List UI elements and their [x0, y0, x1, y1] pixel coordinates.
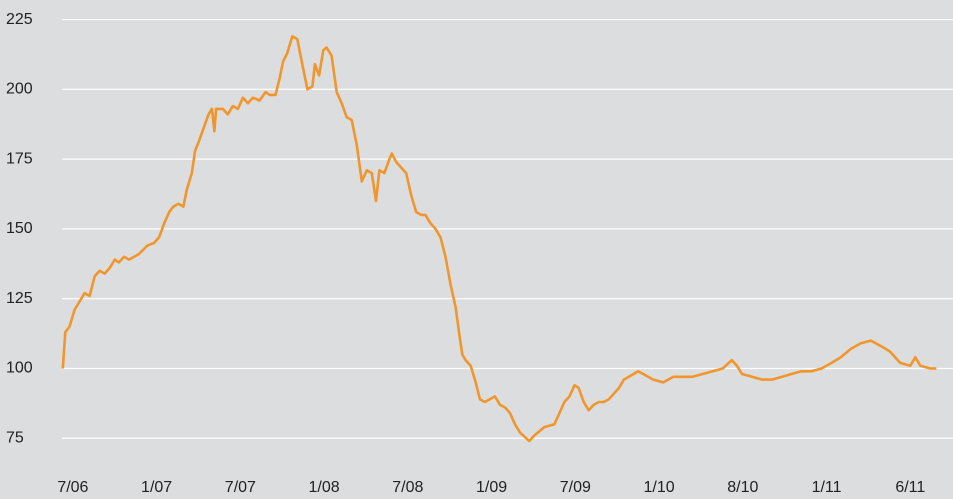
x-tick-label: 7/08: [392, 479, 423, 496]
x-tick-label: 7/09: [560, 479, 591, 496]
y-tick-label: 125: [6, 290, 33, 307]
x-tick-label: 8/10: [727, 479, 758, 496]
x-tick-label: 1/10: [644, 479, 675, 496]
y-tick-label: 150: [6, 220, 33, 237]
data-line: [61, 35, 937, 443]
y-tick-label: 75: [6, 429, 24, 446]
x-tick-label: 7/06: [57, 479, 88, 496]
x-tick-label: 1/09: [476, 479, 507, 496]
x-tick-label: 6/11: [895, 479, 925, 496]
y-tick-label: 100: [6, 360, 33, 377]
x-tick-label: 1/07: [141, 479, 172, 496]
y-tick-label: 175: [6, 150, 33, 167]
x-tick-label: 1/11: [812, 479, 842, 496]
x-tick-label: 1/08: [309, 479, 340, 496]
x-tick-label: 7/07: [225, 479, 256, 496]
y-tick-label: 225: [6, 11, 33, 28]
y-tick-label: 200: [6, 81, 33, 98]
